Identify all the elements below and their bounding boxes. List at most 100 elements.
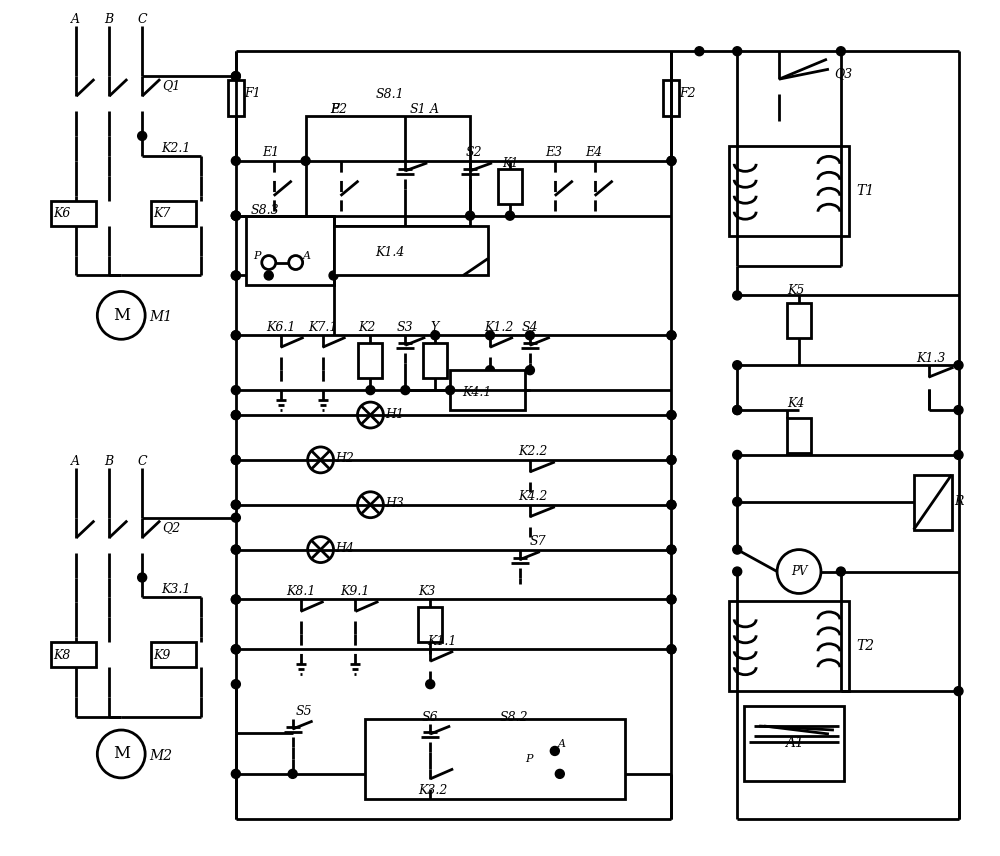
Text: P: P bbox=[525, 754, 532, 764]
Text: P: P bbox=[253, 251, 260, 260]
Text: K2: K2 bbox=[358, 321, 376, 334]
Text: K1.1: K1.1 bbox=[427, 635, 457, 648]
Text: K1.4: K1.4 bbox=[375, 246, 405, 259]
Text: C: C bbox=[137, 455, 147, 468]
Circle shape bbox=[836, 47, 845, 56]
Bar bbox=[787, 303, 811, 338]
Circle shape bbox=[486, 330, 495, 340]
Bar bbox=[418, 608, 442, 642]
Text: E2: E2 bbox=[331, 103, 348, 116]
Text: K5: K5 bbox=[787, 284, 804, 297]
Text: H4: H4 bbox=[336, 542, 354, 555]
Text: S5: S5 bbox=[296, 704, 312, 717]
Circle shape bbox=[695, 47, 704, 56]
Text: A: A bbox=[71, 455, 80, 468]
Circle shape bbox=[231, 514, 240, 522]
Bar bbox=[246, 216, 334, 285]
Bar bbox=[228, 80, 244, 116]
Text: S8.2: S8.2 bbox=[500, 710, 529, 723]
Circle shape bbox=[231, 271, 240, 280]
Circle shape bbox=[231, 595, 240, 604]
Circle shape bbox=[431, 330, 440, 340]
Circle shape bbox=[733, 406, 742, 414]
Circle shape bbox=[466, 211, 475, 220]
Bar bbox=[450, 370, 525, 410]
Circle shape bbox=[231, 645, 240, 654]
Circle shape bbox=[550, 746, 559, 756]
Circle shape bbox=[231, 271, 240, 280]
Circle shape bbox=[231, 411, 240, 419]
Circle shape bbox=[231, 645, 240, 654]
Circle shape bbox=[733, 567, 742, 576]
Text: K4.1: K4.1 bbox=[462, 385, 491, 399]
Circle shape bbox=[667, 545, 676, 554]
Text: C: C bbox=[137, 13, 147, 26]
Circle shape bbox=[505, 211, 514, 220]
Circle shape bbox=[231, 770, 240, 778]
Text: E1: E1 bbox=[262, 146, 279, 159]
Text: M2: M2 bbox=[149, 749, 172, 763]
Text: K7.1: K7.1 bbox=[309, 321, 338, 334]
Text: M: M bbox=[113, 746, 130, 763]
Circle shape bbox=[667, 595, 676, 604]
Text: S3: S3 bbox=[397, 321, 414, 334]
Text: R: R bbox=[955, 496, 964, 508]
Circle shape bbox=[667, 157, 676, 165]
Circle shape bbox=[231, 545, 240, 554]
Text: A1: A1 bbox=[785, 736, 803, 750]
Circle shape bbox=[525, 330, 534, 340]
Circle shape bbox=[954, 450, 963, 460]
Circle shape bbox=[733, 360, 742, 370]
Text: K9: K9 bbox=[153, 649, 171, 662]
Circle shape bbox=[231, 500, 240, 509]
Circle shape bbox=[667, 411, 676, 419]
Text: PV: PV bbox=[791, 565, 807, 578]
Circle shape bbox=[231, 545, 240, 554]
Bar bbox=[663, 80, 679, 116]
Circle shape bbox=[667, 645, 676, 654]
Circle shape bbox=[231, 330, 240, 340]
Circle shape bbox=[733, 47, 742, 56]
Circle shape bbox=[667, 330, 676, 340]
Circle shape bbox=[733, 497, 742, 506]
Text: S2: S2 bbox=[466, 146, 483, 159]
Circle shape bbox=[667, 500, 676, 509]
Text: B: B bbox=[104, 13, 113, 26]
Text: Q1: Q1 bbox=[162, 80, 180, 92]
Text: S4: S4 bbox=[522, 321, 538, 334]
Circle shape bbox=[667, 455, 676, 465]
Circle shape bbox=[231, 211, 240, 220]
Text: K6.1: K6.1 bbox=[266, 321, 295, 334]
Bar bbox=[51, 642, 96, 667]
Text: K6: K6 bbox=[53, 207, 71, 220]
Text: E3: E3 bbox=[545, 146, 562, 159]
Bar bbox=[358, 343, 382, 378]
Text: S8.1: S8.1 bbox=[375, 87, 404, 101]
Circle shape bbox=[231, 595, 240, 604]
Text: A: A bbox=[558, 739, 566, 749]
Circle shape bbox=[138, 573, 147, 582]
Text: A: A bbox=[430, 103, 439, 116]
Text: K2.1: K2.1 bbox=[161, 142, 190, 156]
Circle shape bbox=[231, 72, 240, 80]
Circle shape bbox=[264, 271, 273, 280]
Circle shape bbox=[733, 406, 742, 414]
Text: Q3: Q3 bbox=[834, 67, 852, 80]
Text: H1: H1 bbox=[385, 407, 404, 420]
Bar bbox=[787, 418, 811, 453]
Circle shape bbox=[667, 595, 676, 604]
Circle shape bbox=[231, 157, 240, 165]
Text: F1: F1 bbox=[244, 86, 260, 99]
Circle shape bbox=[667, 455, 676, 465]
Circle shape bbox=[954, 406, 963, 414]
Text: T1: T1 bbox=[857, 184, 875, 198]
Text: P: P bbox=[331, 103, 339, 116]
Text: K2.2: K2.2 bbox=[518, 445, 547, 459]
Circle shape bbox=[667, 411, 676, 419]
Circle shape bbox=[231, 455, 240, 465]
Text: S6: S6 bbox=[422, 710, 439, 723]
Text: S8.3: S8.3 bbox=[251, 205, 279, 217]
Circle shape bbox=[733, 545, 742, 554]
Bar bbox=[914, 475, 952, 530]
Circle shape bbox=[401, 386, 410, 395]
